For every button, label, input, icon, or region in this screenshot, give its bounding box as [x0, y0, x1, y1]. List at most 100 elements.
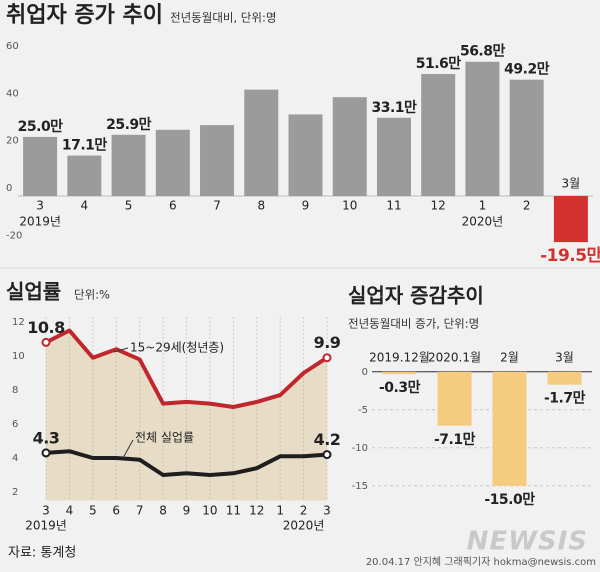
value-label: 4.3: [33, 428, 60, 447]
x-tick-label: 2월: [500, 351, 519, 365]
leader-line: [113, 347, 129, 353]
logo: NEWSIS: [467, 527, 588, 557]
x-tick-label: 7: [213, 199, 221, 213]
value-label: 49.2만: [504, 62, 550, 78]
point: [41, 448, 51, 458]
x-tick-label: 8: [159, 504, 167, 518]
value-label: 17.1만: [62, 138, 108, 154]
y-tick-label: -20: [6, 230, 22, 241]
x-tick-label: 1: [479, 199, 487, 213]
point: [322, 450, 332, 460]
y-tick-label: 10: [12, 351, 25, 362]
bar: [155, 129, 190, 196]
x-tick-label: 2: [300, 504, 308, 518]
x-tick-label: 3월: [562, 177, 581, 191]
chart-subtitle: 전년동월대비 증가, 단위:명: [348, 317, 479, 331]
series-label: 전체 실업률: [135, 431, 194, 445]
value-label: -7.1만: [434, 432, 476, 448]
chart-subtitle: 전년동월대비, 단위:명: [170, 11, 276, 25]
y-tick-label: 0: [6, 183, 12, 194]
source: 자료: 통계청: [8, 546, 76, 561]
bar: [23, 136, 58, 196]
value-label: -15.0만: [484, 492, 535, 508]
value-label: 33.1만: [371, 100, 417, 116]
x-tick-label: 8: [257, 199, 265, 213]
bar: [421, 74, 456, 196]
x-tick-label: 3월: [555, 351, 574, 365]
x-tick-label: 9: [302, 199, 310, 213]
credit: 20.04.17 안지혜 그래픽기자 hokma@newsis.com: [366, 556, 596, 568]
leader-line: [122, 439, 134, 459]
value-label: 10.8: [27, 318, 65, 337]
x-tick-label: 10: [342, 199, 357, 213]
line: [45, 449, 328, 477]
x-tick-label: 2019.12월: [369, 351, 430, 365]
value-label: 25.0만: [18, 119, 64, 135]
chart-title: 취업자 증가 추이: [6, 3, 163, 28]
x-tick-label: 4: [81, 199, 89, 213]
chart-title: 실업자 증감추이: [348, 284, 484, 308]
x-tick-label: 1: [276, 504, 284, 518]
chart-title: 실업률: [6, 280, 61, 304]
x-tick-label: 4: [66, 504, 74, 518]
y-tick-label: 8: [12, 385, 18, 396]
x-tick-label: 9: [183, 504, 191, 518]
x-tick-label: 3: [323, 504, 331, 518]
x-tick-label: 5: [125, 199, 133, 213]
y-tick-label: 60: [6, 41, 19, 52]
x-tick-label: 12: [249, 504, 264, 518]
chart-subtitle: 단위:%: [74, 288, 110, 302]
x-tick-label: 2: [523, 199, 531, 213]
x-tick-label: 11: [386, 199, 401, 213]
bar: [553, 196, 588, 243]
x-tick-label: 6: [169, 199, 177, 213]
value-label: 25.9만: [106, 117, 152, 133]
value-label: 56.8만: [460, 44, 506, 60]
y-tick-label: 12: [12, 317, 25, 328]
year-label: 2020년: [283, 519, 325, 533]
value-label: -19.5만: [540, 246, 600, 266]
x-tick-label: 10: [202, 504, 217, 518]
bar: [111, 134, 146, 196]
series-label: 15~29세(청년층): [130, 341, 224, 355]
y-tick-label: -15: [352, 481, 368, 492]
y-tick-label: -10: [352, 443, 368, 454]
bar: [547, 371, 582, 385]
x-tick-label: 5: [89, 504, 97, 518]
y-tick-label: -5: [358, 405, 368, 416]
y-tick-label: 2: [12, 487, 18, 498]
point: [322, 353, 332, 363]
x-tick-label: 11: [226, 504, 241, 518]
y-tick-label: 40: [6, 88, 19, 99]
value-label: -0.3만: [379, 380, 421, 396]
value-label: 9.9: [314, 333, 341, 352]
bar: [288, 114, 323, 196]
y-tick-label: 4: [12, 453, 18, 464]
bar: [382, 371, 417, 375]
x-tick-label: 12: [431, 199, 446, 213]
point: [41, 337, 51, 347]
x-tick-label: 3: [36, 199, 44, 213]
y-tick-label: 6: [12, 419, 18, 430]
x-tick-label: 6: [112, 504, 120, 518]
x-tick-label: 2020.1월: [428, 351, 481, 365]
bar: [465, 61, 500, 196]
x-tick-label: 3: [42, 504, 50, 518]
y-tick-label: 20: [6, 136, 19, 147]
y-tick-label: 0: [362, 367, 368, 378]
bar: [376, 117, 411, 196]
value-label: 51.6만: [416, 56, 462, 72]
bar: [437, 371, 472, 426]
x-tick-label: 7: [136, 504, 144, 518]
bar: [492, 371, 527, 486]
bar: [509, 79, 544, 196]
bar: [67, 155, 102, 196]
value-label: 4.2: [314, 430, 341, 449]
year-label: 2019년: [19, 215, 61, 229]
line: [45, 328, 329, 409]
year-label: 2019년: [25, 519, 67, 533]
value-label: -1.7만: [544, 391, 586, 407]
bar: [332, 97, 367, 196]
bar: [244, 89, 279, 196]
